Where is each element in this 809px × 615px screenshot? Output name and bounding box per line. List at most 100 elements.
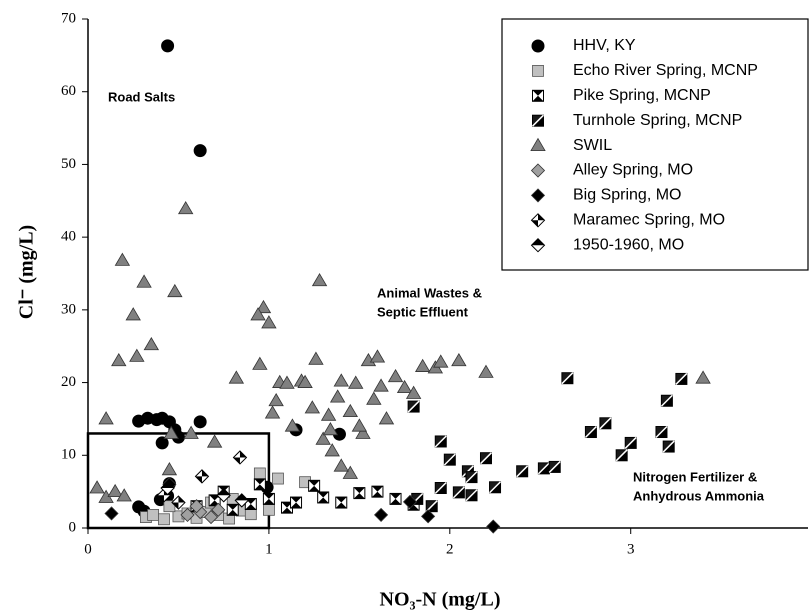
point: [125, 307, 141, 321]
marker-part: [373, 507, 389, 522]
marker-part: [206, 434, 223, 448]
point: [163, 425, 179, 439]
marker-part: [116, 488, 132, 502]
point: [660, 394, 673, 407]
legend-marker: [531, 39, 545, 53]
legend-label: Alley Spring, MO: [573, 162, 693, 179]
marker-part: [317, 491, 329, 503]
legend-marker: [532, 89, 544, 102]
marker-part: [107, 483, 123, 498]
marker-part: [530, 188, 546, 203]
marker-part: [104, 506, 119, 521]
point: [107, 483, 123, 498]
y-tick-label: 50: [61, 156, 76, 172]
point: [479, 452, 493, 465]
marker-part: [322, 422, 339, 436]
point: [116, 488, 132, 502]
y-tick-label: 60: [61, 83, 76, 99]
marker-part: [695, 370, 711, 384]
point: [320, 407, 337, 421]
marker-part: [405, 385, 422, 399]
marker-part: [443, 453, 456, 466]
point: [250, 307, 266, 321]
marker-part: [353, 487, 365, 499]
marker-part: [387, 368, 404, 383]
marker-part: [143, 336, 160, 351]
marker-part: [531, 114, 545, 127]
point: [253, 478, 266, 491]
legend-label: Maramec Spring, MO: [573, 212, 725, 229]
point: [333, 373, 349, 387]
point: [624, 436, 637, 449]
marker-part: [584, 425, 597, 439]
marker-part: [255, 299, 272, 314]
marker-part: [478, 364, 494, 378]
point: [308, 351, 324, 365]
marker-part: [373, 378, 389, 392]
marker-part: [268, 392, 284, 407]
marker-part: [329, 389, 346, 403]
marker-part: [114, 252, 131, 266]
marker-part: [414, 358, 431, 372]
legend-label: SWIL: [573, 137, 612, 154]
annotation: Anhydrous Ammonia: [633, 488, 765, 503]
point: [232, 450, 248, 465]
y-tick-label: 70: [61, 10, 76, 26]
marker-part: [111, 352, 127, 367]
marker-part: [486, 519, 501, 534]
marker-part: [193, 144, 207, 158]
marker-part: [297, 374, 313, 388]
marker-part: [532, 65, 544, 77]
marker-part: [217, 488, 231, 496]
marker-part: [537, 462, 550, 475]
point: [158, 513, 170, 526]
legend-label: Pike Spring, MCNP: [573, 87, 711, 104]
marker-part: [662, 440, 675, 453]
point: [89, 480, 105, 494]
x-tick-label: 2: [446, 541, 454, 557]
legend-label: 1950-1960, MO: [573, 236, 684, 253]
point: [203, 510, 219, 525]
marker-part: [342, 465, 359, 479]
marker-part: [324, 443, 340, 457]
point: [261, 315, 277, 329]
point: [211, 502, 226, 517]
marker-part: [203, 510, 219, 525]
point: [206, 434, 223, 448]
marker-part: [402, 494, 418, 509]
marker-part: [396, 379, 413, 394]
marker-part: [161, 39, 175, 53]
marker-part: [136, 274, 152, 288]
marker-part: [342, 403, 359, 418]
legend-box: [501, 18, 809, 271]
marker-part: [561, 372, 574, 385]
point: [615, 449, 628, 462]
marker-part: [433, 354, 449, 368]
point: [244, 508, 257, 521]
point: [371, 485, 384, 498]
marker-part: [333, 458, 349, 472]
point: [373, 507, 389, 522]
point: [348, 375, 364, 389]
marker-part: [311, 272, 328, 287]
marker-part: [333, 373, 349, 387]
y-tick-label: 40: [61, 229, 76, 245]
point: [333, 458, 349, 472]
marker-part: [272, 472, 284, 485]
marker-part: [675, 372, 688, 385]
point: [171, 495, 186, 510]
annotation: Animal Wastes &: [377, 285, 482, 300]
point: [264, 405, 281, 419]
marker-part: [281, 502, 293, 514]
marker-part: [250, 307, 266, 321]
marker-part: [531, 39, 545, 53]
y-tick-label: 0: [69, 519, 77, 535]
y-tick-label: 20: [61, 374, 76, 390]
point: [193, 144, 207, 158]
point: [147, 509, 160, 521]
point: [434, 435, 447, 448]
marker-part: [177, 200, 194, 215]
marker-part: [261, 315, 277, 329]
marker-part: [252, 356, 268, 370]
marker-part: [366, 391, 382, 405]
